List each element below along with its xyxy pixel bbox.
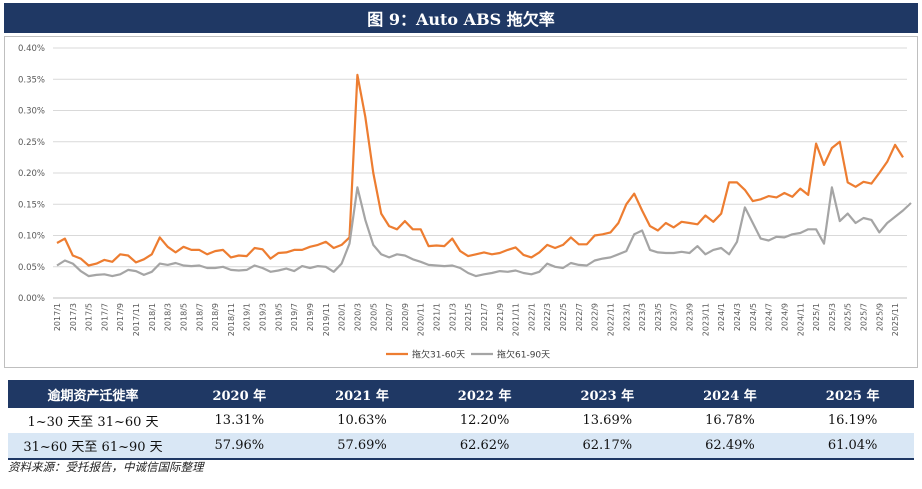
table-header-cell: 2023 年 (545, 380, 669, 408)
y-tick-label: 0.30% (18, 107, 45, 117)
x-tick-label: 2018/9 (211, 303, 220, 331)
x-tick-label: 2025/9 (875, 303, 884, 331)
y-tick-label: 0.00% (18, 294, 45, 304)
table-header-cell: 2022 年 (423, 380, 546, 408)
series-line-1 (56, 73, 904, 267)
table-header-cell: 逾期资产迁徙率 (8, 380, 178, 408)
x-tick-label: 2020/11 (417, 303, 426, 336)
x-tick-label: 2023/3 (638, 303, 647, 331)
x-tick-label: 2024/3 (733, 303, 742, 331)
series-line-2 (56, 186, 912, 278)
table-cell: 16.19% (791, 408, 914, 433)
table-cell: 12.20% (423, 408, 546, 433)
x-tick-label: 2021/3 (448, 303, 457, 331)
table-header-cell: 2024 年 (668, 380, 792, 408)
x-tick-label: 2019/11 (322, 303, 331, 336)
table-cell: 62.17% (545, 433, 669, 460)
y-tick-label: 0.15% (18, 200, 45, 210)
x-tick-label: 2017/9 (116, 303, 125, 331)
x-tick-label: 2025/11 (891, 303, 900, 336)
table-cell: 13.69% (545, 408, 669, 433)
table-cell: 16.78% (668, 408, 792, 433)
x-tick-label: 2017/1 (53, 303, 62, 331)
table-cell: 61.04% (791, 433, 914, 460)
table-header-cell: 2020 年 (178, 380, 301, 408)
x-tick-label: 2021/9 (496, 303, 505, 331)
y-tick-label: 0.25% (18, 138, 45, 148)
x-tick-label: 2018/5 (179, 303, 188, 331)
x-tick-label: 2018/11 (227, 303, 236, 336)
x-tick-label: 2025/5 (844, 303, 853, 331)
x-tick-label: 2020/7 (385, 303, 394, 331)
x-tick-label: 2020/3 (353, 303, 362, 331)
x-tick-label: 2018/3 (164, 303, 173, 331)
y-tick-label: 0.40% (18, 44, 45, 54)
x-tick-label: 2023/5 (654, 303, 663, 331)
x-tick-label: 2019/1 (243, 303, 252, 331)
x-tick-label: 2020/5 (369, 303, 378, 331)
table-cell: 1~30 天至 31~60 天 (8, 408, 178, 433)
x-tick-label: 2024/11 (796, 303, 805, 336)
table-cell: 62.49% (668, 433, 792, 460)
x-tick-label: 2023/7 (670, 303, 679, 331)
x-tick-label: 2022/9 (591, 303, 600, 331)
x-tick-label: 2022/5 (559, 303, 568, 331)
x-tick-label: 2021/5 (464, 303, 473, 331)
x-tick-label: 2021/7 (480, 303, 489, 331)
x-tick-label: 2023/9 (686, 303, 695, 331)
x-tick-label: 2025/7 (860, 303, 869, 331)
table-cell: 13.31% (178, 408, 301, 433)
x-tick-label: 2022/7 (575, 303, 584, 331)
source-note: 资料来源：受托报告，中诚信国际整理 (8, 460, 204, 474)
x-tick-label: 2023/11 (701, 303, 710, 336)
table-header-cell: 2025 年 (791, 380, 914, 408)
x-tick-label: 2018/1 (148, 303, 157, 331)
x-tick-label: 2024/7 (765, 303, 774, 331)
x-tick-label: 2022/3 (543, 303, 552, 331)
legend-label: 拖欠61-90天 (497, 349, 550, 361)
table-cell: 57.69% (300, 433, 424, 460)
table-header-cell: 2021 年 (300, 380, 424, 408)
line-chart: 0.00% 0.05% 0.10% 0.15% 0.20% 0.25% 0.30% 0.35%… (18, 44, 912, 361)
x-tick-label: 2024/5 (749, 303, 758, 331)
x-tick-label: 2025/1 (812, 303, 821, 331)
x-tick-label: 2019/3 (259, 303, 268, 331)
x-tick-label: 2024/1 (717, 303, 726, 331)
y-tick-label: 0.05% (18, 263, 45, 273)
chart-title: 图 9：Auto ABS 拖欠率 (4, 3, 918, 33)
x-tick-label: 2024/9 (780, 303, 789, 331)
x-tick-label: 2022/1 (527, 303, 536, 331)
y-tick-label: 0.35% (18, 75, 45, 85)
x-tick-label: 2022/11 (606, 303, 615, 336)
migration-rate-table: 逾期资产迁徙率 2020 年 2021 年 2022 年 2023 年 2024… (8, 380, 914, 460)
x-tick-label: 2018/7 (195, 303, 204, 331)
x-tick-label: 2019/7 (290, 303, 299, 331)
x-tick-label: 2021/1 (433, 303, 442, 331)
legend-label: 拖欠31-60天 (412, 349, 465, 361)
table-cell: 10.63% (300, 408, 424, 433)
x-tick-label: 2020/1 (338, 303, 347, 331)
table-cell: 62.62% (423, 433, 546, 460)
x-tick-label: 2020/9 (401, 303, 410, 331)
table-cell: 57.96% (178, 433, 301, 460)
x-tick-label: 2021/11 (512, 303, 521, 336)
x-tick-label: 2017/5 (85, 303, 94, 331)
x-tick-label: 2023/1 (622, 303, 631, 331)
x-tick-label: 2019/5 (274, 303, 283, 331)
x-tick-label: 2017/3 (69, 303, 78, 331)
y-tick-label: 0.10% (18, 232, 45, 242)
x-tick-label: 2017/11 (132, 303, 141, 336)
table-header-row: 逾期资产迁徙率 2020 年 2021 年 2022 年 2023 年 2024… (8, 380, 914, 408)
table-cell: 31~60 天至 61~90 天 (8, 433, 178, 460)
x-tick-label: 2025/3 (828, 303, 837, 331)
x-tick-label: 2019/9 (306, 303, 315, 331)
y-tick-label: 0.20% (18, 169, 45, 179)
table-row: 1~30 天至 31~60 天 13.31% 10.63% 12.20% 13.… (8, 408, 914, 433)
chart-area: 0.00% 0.05% 0.10% 0.15% 0.20% 0.25% 0.30% 0.35%… (4, 36, 918, 368)
table-row: 31~60 天至 61~90 天 57.96% 57.69% 62.62% 62… (8, 433, 914, 460)
x-tick-label: 2017/7 (100, 303, 109, 331)
